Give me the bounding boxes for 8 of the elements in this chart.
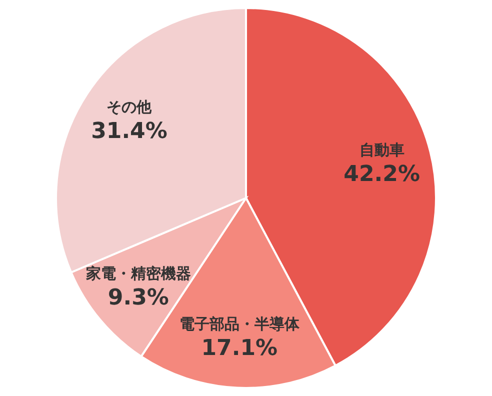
slice-label: 電子部品・半導体: [179, 314, 300, 333]
slice-label: 家電・精密機器: [84, 264, 191, 283]
slice-label: 自動車: [359, 141, 404, 160]
data-label: 31.4%: [91, 118, 168, 144]
data-label: 9.3%: [108, 286, 169, 311]
data-label: 17.1%: [201, 336, 278, 361]
data-label: 42.2%: [344, 162, 420, 188]
slice-label: その他: [106, 98, 153, 116]
